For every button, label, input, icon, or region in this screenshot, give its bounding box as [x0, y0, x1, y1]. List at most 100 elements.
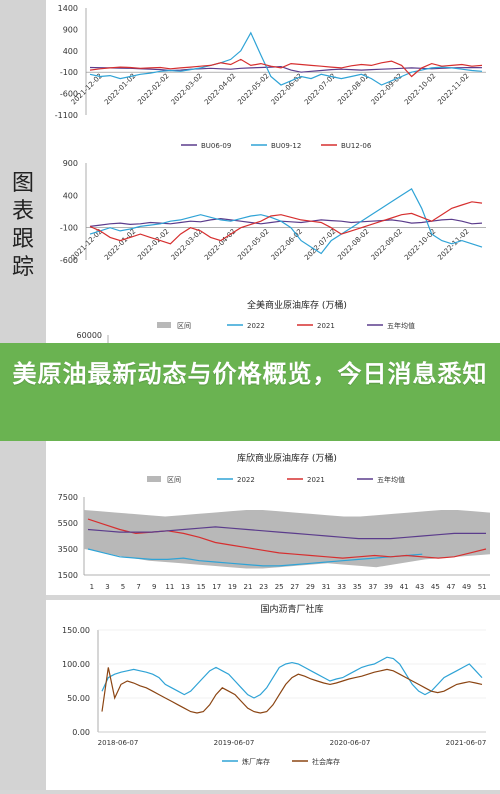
legend-label: 区间 — [167, 476, 181, 484]
legend-label: BU09-12 — [271, 142, 301, 150]
x-tick-label: 9 — [152, 583, 156, 591]
x-tick-label: 49 — [462, 583, 471, 591]
y-tick-label: 900 — [63, 159, 78, 168]
x-tick-label: 43 — [415, 583, 424, 591]
sidebar-title-char: 图 — [11, 171, 34, 196]
x-tick-label: 15 — [197, 583, 206, 591]
series-line-炼厂库存 — [101, 656, 483, 699]
x-tick-label: 2022-02-02 — [136, 72, 170, 106]
x-tick-label: 2022-05-02 — [236, 227, 270, 261]
legend-swatch — [147, 476, 161, 482]
x-tick-label: 31 — [322, 583, 331, 591]
x-tick-label: 2022-11-02 — [436, 227, 470, 261]
legend-label: 炼厂库存 — [242, 757, 270, 766]
x-tick-label: 2022-03-02 — [170, 72, 204, 106]
series-line-五年均值 — [87, 526, 486, 540]
legend-swatch — [157, 322, 171, 328]
y-tick-label: -1100 — [55, 111, 78, 120]
series-line-BU12-06 — [89, 201, 483, 245]
x-tick-label: 2022-08-02 — [336, 72, 370, 106]
x-tick-label: 19 — [228, 583, 237, 591]
x-tick-label: 29 — [306, 583, 315, 591]
legend-label: BU12-06 — [341, 142, 372, 150]
y-tick-label: -100 — [60, 68, 78, 77]
x-tick-label: 13 — [181, 583, 190, 591]
y-tick-label: 400 — [63, 191, 78, 200]
series-line-2022 — [87, 548, 423, 567]
legend-label: 2022 — [237, 476, 255, 484]
spread-chart-1: 1400900400-100-600-11002021-12-022022-01… — [55, 4, 486, 150]
y-tick-label: 900 — [63, 25, 78, 34]
y-tick-label: 400 — [63, 47, 78, 56]
y-tick-label: 150.00 — [62, 626, 90, 635]
x-tick-label: 2022-08-02 — [336, 227, 370, 261]
y-tick-label: 1400 — [58, 4, 78, 13]
x-tick-label: 2022-04-02 — [203, 72, 237, 106]
y-tick-label: 100.00 — [62, 660, 90, 669]
x-tick-label: 39 — [384, 583, 393, 591]
asphalt-inventory-chart: 150.00 100.00 50.00 0.00 2018-06-07 2019-06-0… — [62, 603, 487, 766]
series-line-BU12-06 — [89, 58, 483, 78]
x-tick-label: 27 — [290, 583, 299, 591]
x-tick-label: 1 — [90, 583, 94, 591]
x-tick-label: 51 — [478, 583, 487, 591]
x-tick-label: 5 — [121, 583, 125, 591]
x-tick-label: 2022-06-02 — [270, 227, 304, 261]
x-tick-label: 2022-11-02 — [436, 72, 470, 106]
y-tick-label: 3500 — [58, 545, 78, 554]
series-line-BU06-09 — [89, 65, 483, 73]
legend-label: BU06-09 — [201, 142, 231, 150]
x-tick-label: 2019-06-07 — [214, 739, 255, 747]
x-tick-label: 2022-01-02 — [103, 72, 137, 106]
series-line-BU09-12 — [89, 31, 483, 86]
x-tick-label: 7 — [136, 583, 140, 591]
x-tick-label: 2022-09-02 — [370, 227, 404, 261]
y-tick-label: 5500 — [58, 519, 78, 528]
sidebar-title-char: 表 — [11, 199, 34, 224]
x-tick-label: 37 — [368, 583, 377, 591]
x-tick-label: 2022-10-02 — [403, 227, 437, 261]
spread-chart-1-panel: 1400 900 400 -100 -600 -1100 2021-12-02 2022-01… — [46, 0, 500, 155]
x-tick-label: 2022-03-02 — [170, 227, 204, 261]
x-tick-label: 35 — [353, 583, 362, 591]
x-tick-label: 21 — [244, 583, 253, 591]
y-tick-label: -600 — [60, 90, 78, 99]
headline-banner: 美原油最新动态与价格概览，今日消息悉知 — [0, 343, 500, 441]
chart-title: 国内沥青厂社库 — [260, 603, 323, 615]
x-tick-label: 23 — [259, 583, 268, 591]
legend-label: 区间 — [177, 322, 191, 330]
series-line-BU09-12 — [89, 188, 483, 255]
range-band-area — [84, 510, 490, 569]
x-tick-label: 2022-01-02 — [103, 227, 137, 261]
legend-label: 2021 — [317, 322, 335, 330]
spread-chart-2: 900400-100-6002021-12-022022-01-022022-0… — [60, 159, 486, 265]
y-tick-label: -100 — [60, 224, 78, 233]
x-tick-label: 25 — [275, 583, 284, 591]
x-tick-label: 2022-02-02 — [136, 227, 170, 261]
legend-label: 2021 — [307, 476, 325, 484]
sidebar-title-char: 踪 — [11, 255, 34, 280]
y-tick-label: 60000 — [77, 331, 102, 340]
legend-label: 2022 — [247, 322, 265, 330]
chart-title: 全美商业原油库存 (万桶) — [247, 299, 347, 311]
x-tick-label: 47 — [447, 583, 456, 591]
headline-text: 美原油最新动态与价格概览，今日消息悉知 — [12, 360, 488, 388]
x-tick-label: 2022-05-02 — [236, 72, 270, 106]
x-tick-label: 33 — [337, 583, 346, 591]
y-tick-label: -600 — [60, 256, 78, 265]
legend-label: 社会库存 — [312, 757, 340, 766]
x-tick-label: 11 — [165, 583, 174, 591]
legend-label: 五年均值 — [377, 475, 405, 484]
sidebar-title: 图 表 跟 踪 — [8, 170, 38, 282]
x-tick-label: 2021-06-07 — [446, 739, 487, 747]
series-line-BU06-09 — [89, 217, 483, 227]
x-tick-label: 17 — [212, 583, 221, 591]
y-tick-label: 7500 — [58, 493, 78, 502]
y-tick-label: 0.00 — [72, 728, 90, 737]
x-tick-label: 45 — [431, 583, 440, 591]
x-tick-label: 2020-06-07 — [330, 739, 371, 747]
x-tick-label: 41 — [400, 583, 409, 591]
series-line-社会库存 — [101, 667, 483, 714]
sidebar-title-char: 跟 — [11, 227, 34, 252]
